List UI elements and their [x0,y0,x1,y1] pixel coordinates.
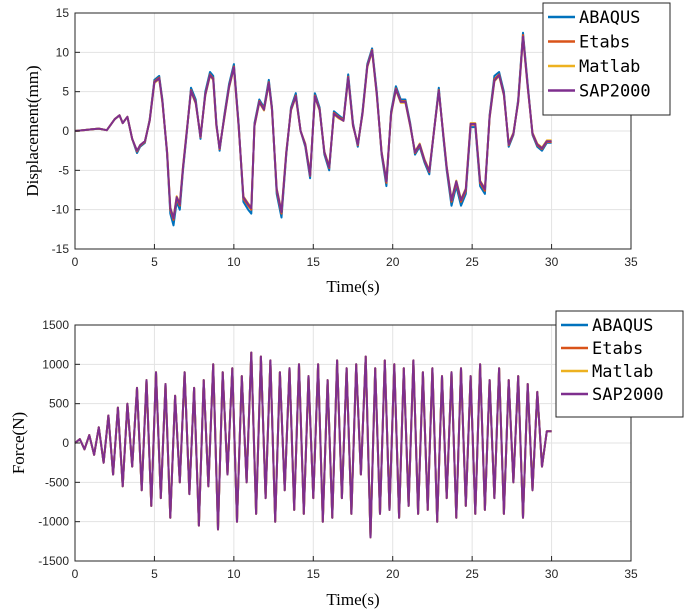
displacement-legend-label-etabs: Etabs [579,33,630,53]
force-x-tick-label: 30 [545,567,559,581]
displacement-legend-label-sap2000: SAP2000 [579,82,651,102]
displacement-series-lines [74,31,552,227]
displacement-legend-label-abaqus: ABAQUS [579,8,640,28]
force-series-lines [74,351,552,539]
force-x-tick-label: 15 [307,567,321,581]
displacement-series-sap2000 [74,35,552,220]
force-y-tick-label: -500 [45,475,69,489]
displacement-legend-box [542,2,671,116]
force-y-tick-label: 1500 [42,318,69,332]
displacement-y-tick-label: 10 [56,45,70,59]
force-legend-label-sap2000: SAP2000 [592,385,664,405]
force-legend-label-abaqus: ABAQUS [592,316,653,336]
displacement-x-ticks: 0 5 10 15 20 25 30 35 [72,244,638,269]
force-y-tick-label: -1000 [38,515,69,529]
displacement-x-tick-label: 25 [465,255,479,269]
force-series-sap2000 [74,351,552,539]
displacement-x-tick-label: 20 [386,255,400,269]
force-x-axis-label: Time(s) [326,590,379,609]
displacement-legend-label-matlab: Matlab [579,57,640,77]
displacement-y-tick-label: -5 [58,163,69,177]
displacement-y-tick-label: -10 [52,203,70,217]
displacement-x-tick-label: 30 [545,255,559,269]
displacement-chart: 0 5 10 15 20 25 30 35 -15 -10 -5 0 5 10 15 Time(s) Di… [23,2,671,296]
force-y-tick-label: -1500 [38,554,69,568]
displacement-legend: ABAQUS Etabs Matlab SAP2000 [542,2,671,116]
force-chart: 0 5 10 15 20 25 30 35 -1500 -1000 -500 0 500 1000 150… [9,310,684,609]
force-x-tick-label: 35 [624,567,638,581]
force-legend: ABAQUS Etabs Matlab SAP2000 [555,310,684,418]
displacement-y-axis-label: Displacement(mm) [23,65,42,196]
force-y-tick-label: 500 [49,397,69,411]
displacement-y-tick-label: 0 [62,124,69,138]
force-y-axis-label: Force(N) [9,412,28,474]
displacement-x-tick-label: 35 [624,255,638,269]
force-x-tick-label: 20 [386,567,400,581]
displacement-x-axis-label: Time(s) [326,277,379,296]
force-y-tick-label: 1000 [42,357,69,371]
force-x-ticks: 0 5 10 15 20 25 30 35 [72,556,638,581]
force-legend-box [555,310,684,418]
force-y-tick-label: 0 [62,436,69,450]
force-x-tick-label: 5 [151,567,158,581]
displacement-y-tick-label: 15 [56,6,70,20]
displacement-x-tick-label: 0 [72,255,79,269]
force-y-ticks: -1500 -1000 -500 0 500 1000 1500 [38,318,80,568]
displacement-x-tick-label: 15 [307,255,321,269]
force-x-tick-label: 0 [72,567,79,581]
displacement-x-tick-label: 5 [151,255,158,269]
displacement-x-tick-label: 10 [227,255,241,269]
displacement-y-ticks: -15 -10 -5 0 5 10 15 [52,6,80,256]
displacement-y-tick-label: -15 [52,242,70,256]
displacement-y-tick-label: 5 [62,85,69,99]
force-legend-label-matlab: Matlab [592,362,653,382]
force-x-tick-label: 25 [465,567,479,581]
force-x-tick-label: 10 [227,567,241,581]
force-legend-label-etabs: Etabs [592,339,643,359]
